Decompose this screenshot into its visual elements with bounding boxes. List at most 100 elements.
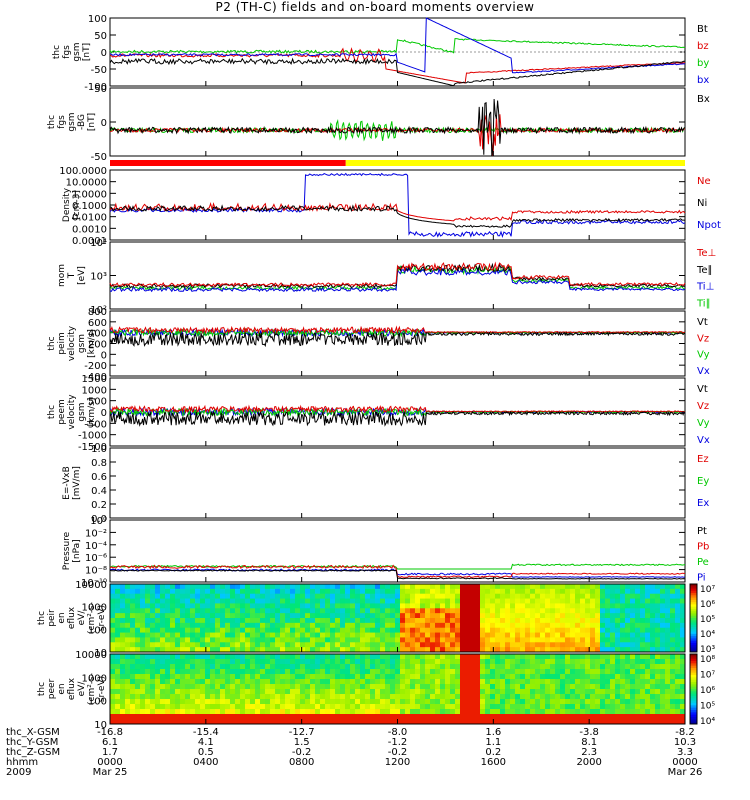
legend-peim-1: Vz	[697, 333, 709, 344]
xgsm-0: -16.8	[97, 727, 123, 738]
ytick-label-efield-1: 0.8	[91, 458, 107, 469]
ytick-label-temp-2: 10²	[90, 305, 107, 316]
legend-peim-2: Vy	[697, 350, 710, 361]
ytick-label-fgs-1: 50	[94, 31, 107, 42]
ytick-label-peem-0: 1500	[82, 374, 107, 385]
legend-pressure-0: Pt	[697, 526, 707, 537]
ylabel-peir-4: eV/	[77, 610, 87, 626]
legend-temp-2: Ti⊥	[696, 282, 714, 293]
zgsm-5: 2.3	[581, 747, 597, 758]
ytick-label-density-5: 0.0010	[72, 224, 107, 235]
row-label-2: thc_Z-GSM	[6, 747, 60, 758]
panel-frame-efield	[109, 447, 686, 519]
series-vz-peem	[109, 404, 686, 414]
legend-pressure-1: Pb	[697, 542, 709, 553]
series-vt-peim	[109, 331, 686, 348]
ylabel-peer-4: eV/	[77, 681, 87, 697]
zgsm-2: -0.2	[292, 747, 312, 758]
ytick-label-fgs-3: -50	[91, 65, 107, 76]
ylabel-peer-1: peer	[47, 678, 57, 699]
time-tick-2: 0800	[289, 757, 314, 768]
ylabel-peim-4: [km/s]	[87, 329, 97, 358]
ylabel-peir-3: eflux	[67, 606, 77, 629]
colorbar-peir	[689, 583, 698, 653]
zgsm-0: 1.7	[102, 747, 118, 758]
time-tick-1: 0400	[193, 757, 218, 768]
ygsm-0: 6.1	[102, 737, 118, 748]
series-dbz	[109, 114, 686, 157]
ytick-label-peir-3: 10	[94, 648, 107, 659]
series-npot	[109, 172, 686, 238]
mode-bar-1	[345, 160, 685, 166]
series-bt	[109, 57, 686, 87]
ytick-label-peir-1: 1000	[82, 603, 107, 614]
ylabel-pressure-0: Pressure	[62, 531, 72, 570]
xgsm-1: -15.4	[193, 727, 219, 738]
ylabel-temp-1: T	[67, 272, 77, 279]
spectrogram-peir	[110, 584, 686, 653]
series-ni	[109, 204, 686, 228]
ygsm-3: -1.2	[388, 737, 408, 748]
ytick-label-peim-3: 200	[88, 340, 107, 351]
panel-frame-fgs_dtrend	[109, 87, 686, 157]
ylabel-peim-1: peim	[57, 332, 67, 355]
ylabel-fgs_dtrend-1: fgs	[57, 115, 67, 129]
ylabel-peim-2: velocity	[67, 325, 77, 361]
legend-density-0: Ne	[697, 176, 711, 187]
ylabel-pressure-1: [nPa]	[72, 539, 82, 562]
ytick-label-peim-0: 800	[88, 307, 107, 318]
ytick-label-peem-1: 1000	[82, 385, 107, 396]
ygsm-5: 8.1	[581, 737, 597, 748]
ygsm-6: 10.3	[674, 737, 696, 748]
ylabel-peim-0: thc	[47, 336, 57, 350]
ytick-label-fgs_dtrend-0: 50	[94, 84, 107, 95]
panel-frame-density	[109, 169, 686, 241]
colorbar-label-peer-3: 10⁵	[700, 702, 715, 712]
ytick-label-peem-6: -1500	[78, 442, 107, 453]
ytick-label-pressure-1: 10⁻²	[85, 528, 107, 539]
time-tick-4: 1600	[481, 757, 506, 768]
colorbar-label-peir-0: 10⁷	[700, 585, 715, 595]
zgsm-4: 0.2	[485, 747, 501, 758]
ytick-label-pressure-5: 10⁻¹⁰	[81, 578, 107, 589]
spectrogram-peer	[110, 654, 686, 725]
ytick-label-density-6: 0.0001	[72, 236, 107, 247]
ytick-label-peer-2: 100	[88, 697, 107, 708]
legend-peim-0: Vt	[697, 317, 708, 328]
ylabel-peem-2: velocity	[67, 394, 77, 430]
ylabel-peir-2: en	[57, 612, 67, 623]
series-vz-peim	[109, 325, 686, 335]
ytick-label-density-4: 0.0100	[72, 213, 107, 224]
legend-peem-2: Vy	[697, 418, 710, 429]
legend-peem-1: Vz	[697, 401, 709, 412]
ytick-label-peer-0: 10000	[75, 650, 107, 661]
ytick-label-pressure-0: 10⁰	[90, 516, 107, 527]
ytick-label-peir-2: 100	[88, 625, 107, 636]
legend-efield-1: Ey	[697, 476, 709, 487]
zgsm-3: -0.2	[388, 747, 408, 758]
ygsm-1: 4.1	[198, 737, 214, 748]
legend-pressure-3: Pi	[697, 573, 706, 584]
xgsm-2: -12.7	[289, 727, 315, 738]
row-label-1: thc_Y-GSM	[6, 737, 58, 748]
legend-peem-3: Vx	[697, 435, 710, 446]
ylabel-peer-2: en	[57, 683, 67, 694]
ylabel-fgs_dtrend-2: gsm	[67, 112, 77, 131]
ytick-label-peim-5: -200	[84, 361, 107, 372]
colorbar-label-peer-4: 10⁴	[700, 717, 715, 727]
legend-peem-0: Vt	[697, 384, 708, 395]
ylabel-peem-1: peem	[57, 399, 67, 425]
ylabel-peem-4: [km/s]	[87, 398, 97, 427]
ytick-label-peem-2: 500	[88, 397, 107, 408]
ylabel-fgs-0: thc	[52, 45, 62, 59]
legend-fgs-2: by	[697, 58, 709, 69]
legend-fgs-0: Bt	[697, 24, 708, 35]
row-label-0: thc_X-GSM	[6, 727, 60, 738]
legend-fgs_dtrend-0: Bx	[697, 94, 710, 105]
ytick-label-pressure-3: 10⁻⁶	[85, 553, 107, 564]
ylabel-density-0: Density	[62, 187, 72, 222]
ytick-label-fgs-2: 0	[101, 48, 107, 59]
ytick-label-temp-1: 10³	[90, 272, 107, 283]
ytick-label-peer-1: 1000	[82, 673, 107, 684]
ygsm-2: 1.5	[294, 737, 310, 748]
